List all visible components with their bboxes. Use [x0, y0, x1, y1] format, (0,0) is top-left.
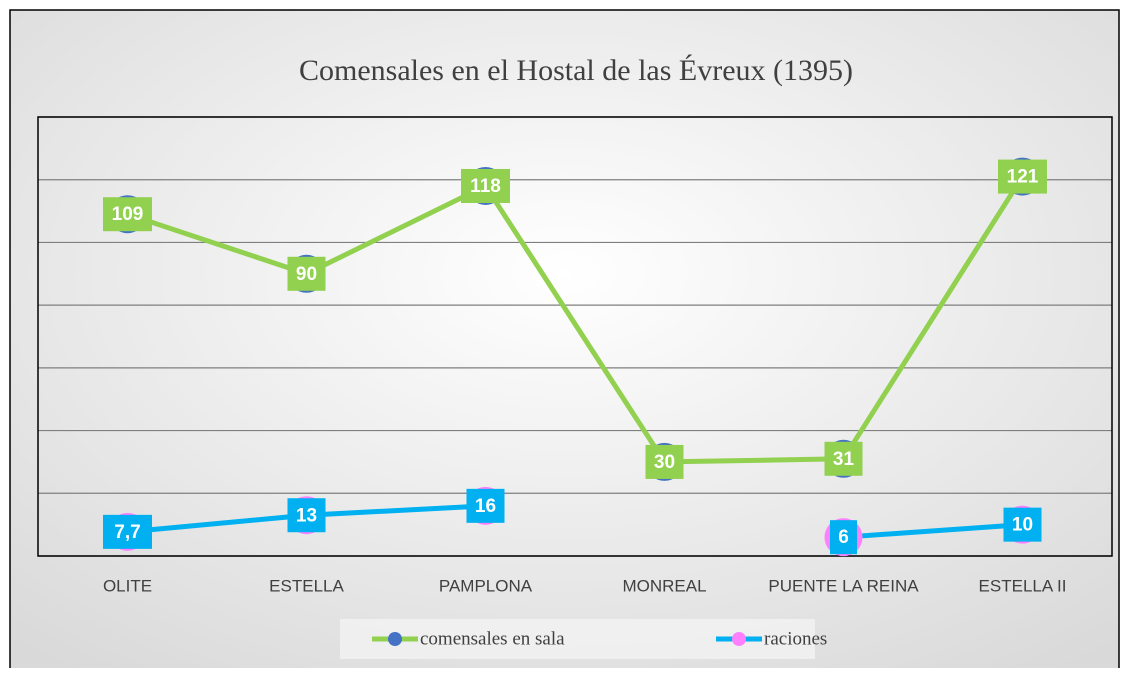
series-line: [126, 175, 1025, 465]
x-tick-label: PUENTE LA REINA: [768, 576, 919, 595]
data-label: 30: [654, 452, 675, 473]
data-label: 90: [296, 264, 317, 285]
data-label: 118: [470, 176, 501, 197]
data-label: 109: [112, 204, 144, 225]
legend-marker: [388, 632, 402, 646]
x-tick-label: MONREAL: [622, 576, 706, 595]
plot-frame: [37, 116, 1113, 557]
data-label-box: [287, 498, 326, 533]
x-tick-label: PAMPLONA: [439, 576, 533, 595]
data-label-box: [103, 197, 152, 232]
data-label-box: [287, 256, 326, 291]
x-tick-label: ESTELLA: [269, 576, 344, 595]
legend-label: comensales en sala: [420, 628, 565, 649]
data-label-box: [824, 441, 863, 476]
data-label-box: [103, 514, 152, 549]
legend-marker: [732, 632, 746, 646]
data-label: 10: [1012, 515, 1033, 536]
data-label: 13: [296, 505, 317, 526]
x-tick-label: OLITE: [103, 576, 152, 595]
data-label-box: [645, 444, 684, 479]
legend-label: raciones: [764, 628, 827, 649]
data-label: 16: [475, 496, 496, 517]
data-label-box: [998, 159, 1047, 194]
data-label: 7,7: [114, 522, 140, 543]
data-label-box: [1003, 507, 1042, 542]
chart-title: Comensales en el Hostal de las Évreux (1…: [299, 54, 853, 87]
data-label-box: [466, 488, 505, 523]
data-label: 6: [838, 527, 849, 548]
data-label-box: [830, 520, 857, 555]
chart-frame: [9, 9, 1120, 671]
data-label: 121: [1007, 167, 1039, 188]
data-label: 31: [833, 449, 855, 470]
data-label-box: [461, 168, 510, 203]
x-tick-label: ESTELLA II: [979, 576, 1067, 595]
